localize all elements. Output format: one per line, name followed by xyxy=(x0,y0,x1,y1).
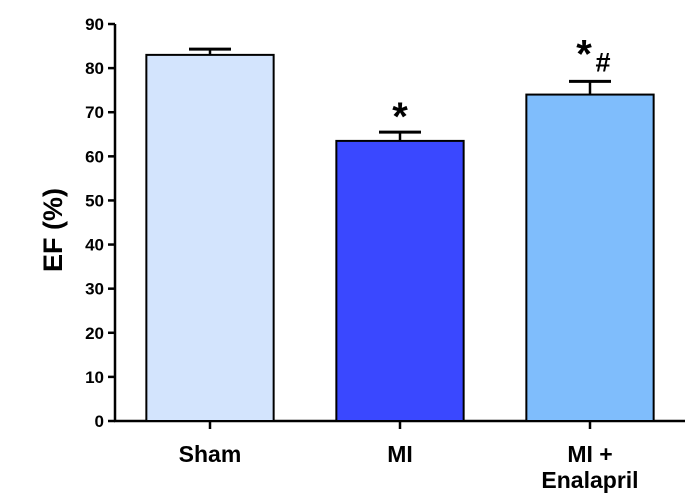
significance-mark: # xyxy=(595,47,610,77)
y-axis: 0 10 20 30 40 50 60 70 80 90 xyxy=(85,15,117,431)
y-tick-label: 0 xyxy=(95,412,104,431)
y-tick-label: 40 xyxy=(85,236,104,255)
bar xyxy=(335,139,465,422)
bar xyxy=(145,53,275,422)
y-axis-title: EF (%) xyxy=(38,188,68,272)
y-tick-label: 20 xyxy=(85,324,104,343)
y-tick-label: 60 xyxy=(85,147,104,166)
x-axis: Sham MI MI +Enalapril xyxy=(114,419,685,493)
x-tick-label: MI xyxy=(387,441,413,467)
y-tick-label: 50 xyxy=(85,191,104,210)
y-tick-label: 70 xyxy=(85,103,104,122)
annotations: ** # xyxy=(392,32,610,139)
x-tick-label: MI + xyxy=(567,441,612,467)
y-tick-label: 90 xyxy=(85,15,104,34)
bars xyxy=(145,47,655,422)
y-tick-label: 10 xyxy=(85,368,104,387)
significance-mark: * xyxy=(392,95,408,139)
x-tick-label: Enalapril xyxy=(541,467,638,493)
bar xyxy=(525,93,655,422)
significance-mark: * xyxy=(576,32,592,76)
x-tick-label: Sham xyxy=(179,441,242,467)
y-tick-label: 30 xyxy=(85,280,104,299)
y-tick-label: 80 xyxy=(85,59,104,78)
